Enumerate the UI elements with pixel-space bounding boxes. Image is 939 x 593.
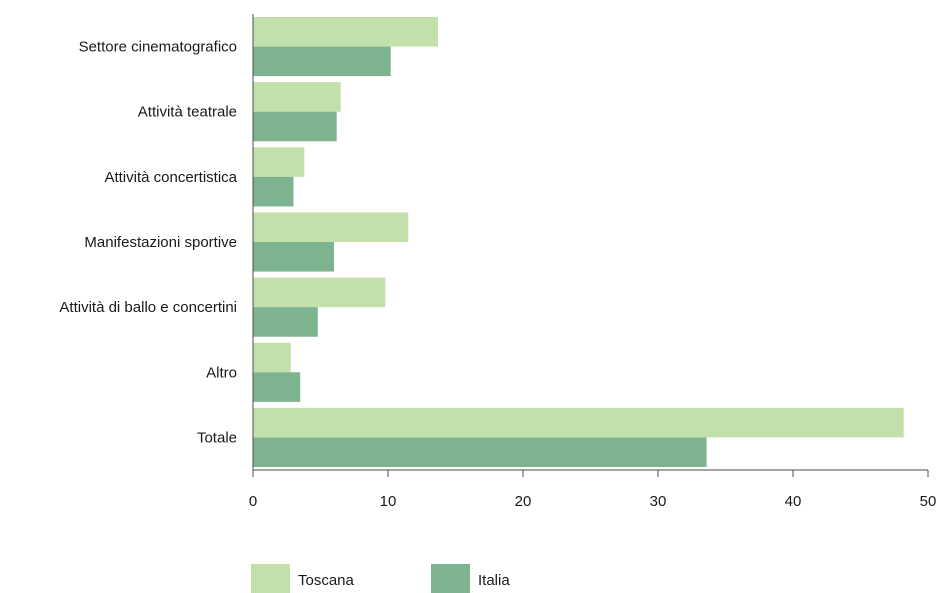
bar-italia-3 [253,242,334,272]
bar-toscana-3 [253,212,409,242]
bar-italia-1 [253,111,337,142]
bar-toscana-4 [253,277,386,308]
category-label: Totale [197,429,237,446]
category-labels: Settore cinematografico Attività teatrale… [59,39,237,447]
bars-group [253,17,904,467]
legend-label-toscana: Toscana [298,572,355,589]
x-tick-label: 50 [920,493,937,510]
bar-italia-6 [253,437,707,467]
category-label: Settore cinematografico [79,39,237,56]
bar-italia-5 [253,372,301,402]
legend: Toscana Italia [251,564,510,593]
x-tick-label: 10 [380,493,397,510]
bar-toscana-6 [253,407,904,438]
legend-swatch-italia [431,564,470,593]
x-tick-label: 20 [515,493,532,510]
legend-label-italia: Italia [478,572,510,589]
x-tick-label: 40 [785,493,802,510]
bar-toscana-2 [253,147,305,177]
category-label: Altro [206,364,237,381]
category-label: Attività teatrale [138,104,237,121]
x-axis-ticks: 0 10 20 30 40 50 [249,470,937,510]
x-tick-label: 0 [249,493,257,510]
category-label: Attività di ballo e concertini [59,299,237,316]
bar-italia-2 [253,176,294,207]
bar-toscana-5 [253,342,291,373]
category-label: Manifestazioni sportive [84,234,237,251]
x-tick-label: 30 [650,493,667,510]
bar-toscana-0 [253,17,438,47]
bar-italia-4 [253,307,318,337]
bar-toscana-1 [253,82,341,112]
bar-italia-0 [253,46,391,77]
legend-swatch-toscana [251,564,290,593]
category-label: Attività concertistica [104,169,237,186]
